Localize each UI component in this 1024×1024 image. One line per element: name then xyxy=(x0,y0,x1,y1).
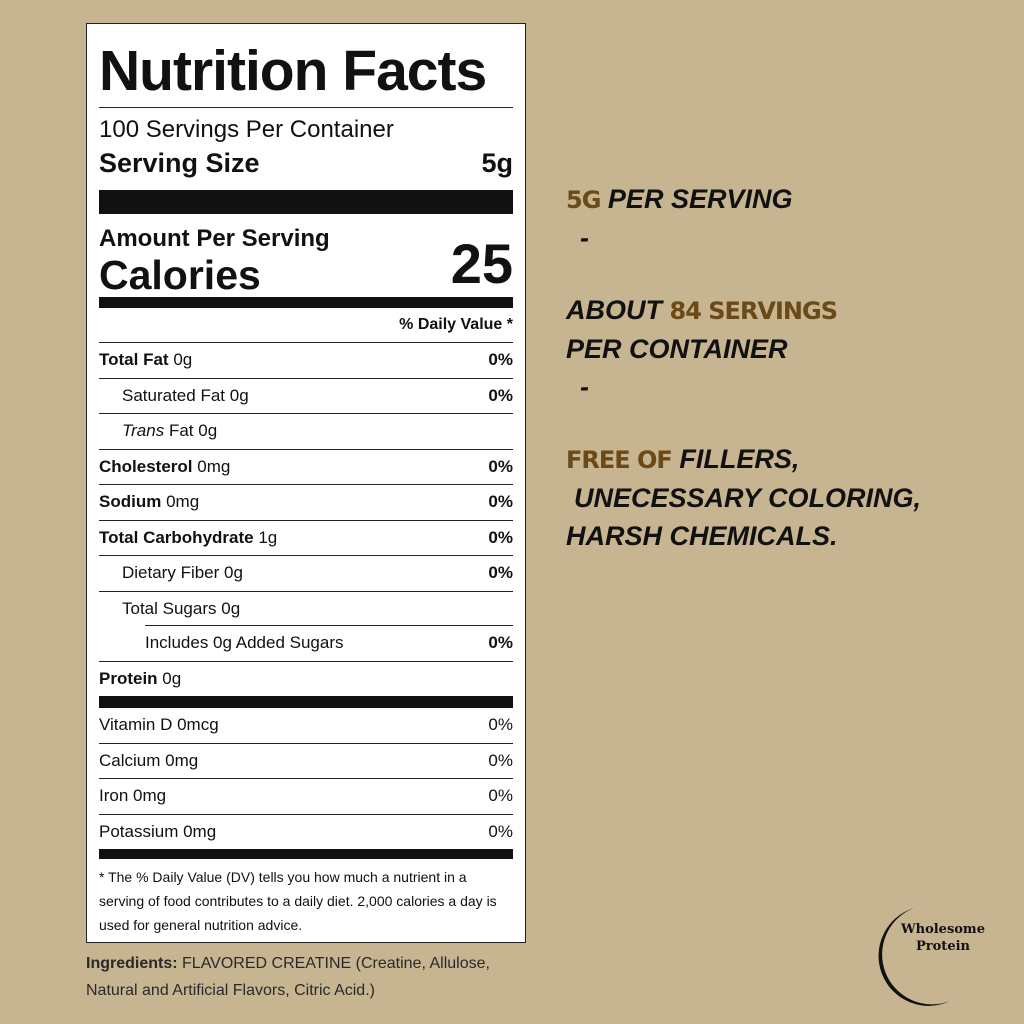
label-title: Nutrition Facts xyxy=(99,39,487,103)
nutrient-amount: 0g xyxy=(224,563,243,583)
ingredients-label: Ingredients: xyxy=(86,955,178,972)
claim-prefix: ABOUT xyxy=(566,295,662,325)
claim-serving: 5G PER SERVING xyxy=(566,180,1006,219)
claim-dash: - xyxy=(580,372,589,402)
nutrient-amount: 0mg xyxy=(166,492,200,512)
nutrient-name: Trans xyxy=(122,421,165,441)
vitamin-dv: 0% xyxy=(488,821,513,841)
vitamin-dv: 0% xyxy=(488,750,513,770)
nutrient-name: Sodium xyxy=(99,492,162,512)
medium-divider xyxy=(99,297,513,308)
nutrient-dv: 0% xyxy=(488,350,513,370)
claim-free-of: FREE OF FILLERS, xyxy=(566,440,1006,479)
calories-block: Amount Per Serving Calories 25 xyxy=(99,214,513,297)
nutrient-amount: 0g xyxy=(173,350,193,370)
nutrient-name: Saturated Fat xyxy=(122,385,226,405)
vitamin-row: Calcium 0mg 0% xyxy=(99,744,513,779)
vitamin-row: Potassium 0mg 0% xyxy=(99,815,513,850)
brand-line: Wholesome xyxy=(901,922,985,937)
nutrient-dv: 0% xyxy=(488,385,513,405)
nutrient-name: Includes 0g Added Sugars xyxy=(145,633,344,653)
nutrient-name-suffix: Fat xyxy=(168,421,194,441)
nutrient-row-dietary-fiber: Dietary Fiber 0g 0% xyxy=(99,556,513,592)
nutrient-row-sodium: Sodium 0mg 0% xyxy=(99,485,513,521)
nutrient-name: Total Sugars xyxy=(122,598,217,618)
amount-per-serving: Amount Per Serving xyxy=(99,225,330,252)
nutrient-dv: 0% xyxy=(488,456,513,476)
nutrient-dv: 0% xyxy=(488,527,513,547)
nutrient-row-protein: Protein 0g xyxy=(99,662,513,697)
nutrient-name: Dietary Fiber xyxy=(122,563,220,583)
brand-logo: Wholesome Protein xyxy=(862,905,1002,1015)
vitamin-dv: 0% xyxy=(488,786,513,806)
claim-text: PER CONTAINER xyxy=(566,334,788,364)
nutrient-name: Protein xyxy=(99,668,158,688)
nutrient-row-trans-fat: Trans Fat 0g xyxy=(99,414,513,450)
ingredients: Ingredients: FLAVORED CREATINE (Creatine… xyxy=(86,950,526,1004)
divider xyxy=(99,107,513,108)
nutrient-row-saturated-fat: Saturated Fat 0g 0% xyxy=(99,379,513,414)
daily-value-header: % Daily Value * xyxy=(99,308,513,343)
nutrient-dv: 0% xyxy=(488,633,513,653)
ingredients-text: FLAVORED CREATINE (Creatine, Allulose, N… xyxy=(86,955,490,999)
brand-line: Protein xyxy=(916,939,970,954)
medium-divider xyxy=(99,849,513,859)
nutrient-row-total-fat: Total Fat 0g 0% xyxy=(99,343,513,379)
nutrient-amount: 0g xyxy=(229,385,249,405)
nutrient-name: Total Fat xyxy=(99,350,169,370)
partial-divider xyxy=(145,625,513,626)
claim-highlight: FREE OF xyxy=(566,446,673,474)
footnote: * The % Daily Value (DV) tells you how m… xyxy=(99,869,497,933)
nutrient-name: Cholesterol xyxy=(99,456,193,476)
claim-highlight: 84 SERVINGS xyxy=(669,297,838,325)
claim-servings: ABOUT 84 SERVINGS xyxy=(566,291,1006,330)
calories-value: 25 xyxy=(450,232,513,295)
claim-text: FILLERS, xyxy=(679,444,800,474)
calories-label: Calories xyxy=(99,252,261,298)
nutrient-row-total-carbohydrate: Total Carbohydrate 1g 0% xyxy=(99,521,513,556)
serving-size-row: Serving Size 5g xyxy=(99,147,513,179)
brand-name: Wholesome Protein xyxy=(888,921,998,955)
product-claims: 5G PER SERVING - ABOUT 84 SERVINGS PER C… xyxy=(566,180,1006,555)
vitamin-row: Iron 0mg 0% xyxy=(99,779,513,815)
serving-size-label: Serving Size xyxy=(99,148,260,178)
vitamin-name: Calcium 0mg xyxy=(99,750,199,770)
nutrient-row-total-sugars: Total Sugars 0g xyxy=(99,592,513,626)
serving-size-value: 5g xyxy=(481,148,513,178)
nutrient-amount: 0mg xyxy=(197,456,231,476)
nutrition-facts-label: Nutrition Facts 100 Servings Per Contain… xyxy=(86,23,526,943)
nutrient-row-added-sugars: Includes 0g Added Sugars 0% xyxy=(99,626,513,662)
vitamin-dv: 0% xyxy=(488,715,513,735)
claim-highlight: 5G xyxy=(566,186,601,214)
vitamin-name: Potassium 0mg xyxy=(99,821,217,841)
claim-text: PER SERVING xyxy=(607,184,793,214)
nutrient-name: Total Carbohydrate xyxy=(99,527,254,547)
nutrient-dv: 0% xyxy=(488,563,513,583)
thick-divider xyxy=(99,190,513,214)
claim-text: HARSH CHEMICALS. xyxy=(566,521,838,551)
thick-divider xyxy=(99,696,513,708)
nutrient-amount: 0g xyxy=(162,668,182,688)
nutrient-amount: 1g xyxy=(258,527,278,547)
vitamin-name: Iron 0mg xyxy=(99,786,167,806)
nutrient-dv: 0% xyxy=(488,492,513,512)
nutrient-row-cholesterol: Cholesterol 0mg 0% xyxy=(99,450,513,485)
claim-dash: - xyxy=(580,223,589,253)
servings-per-container: 100 Servings Per Container xyxy=(99,116,394,143)
nutrient-amount: 0g xyxy=(198,421,218,441)
vitamin-name: Vitamin D 0mcg xyxy=(99,715,219,735)
vitamin-row: Vitamin D 0mcg 0% xyxy=(99,708,513,744)
claim-text: UNECESSARY COLORING, xyxy=(574,483,922,513)
nutrient-amount: 0g xyxy=(221,598,241,618)
